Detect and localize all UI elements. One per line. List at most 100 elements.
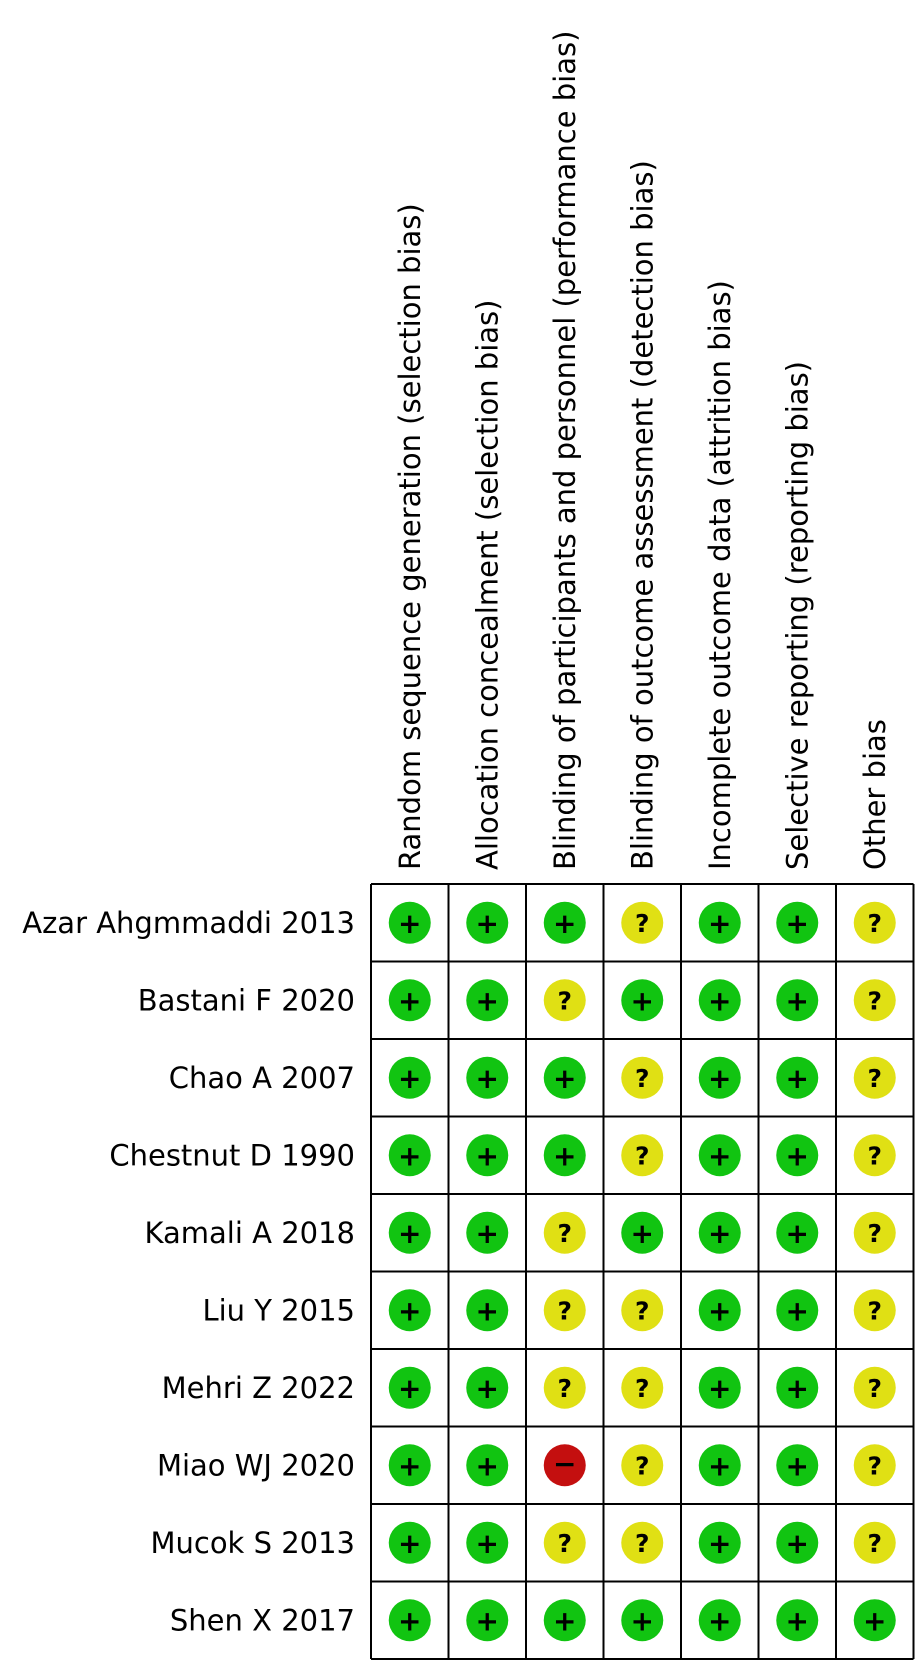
low-risk-symbol: + (553, 1062, 576, 1095)
low-risk-circle (776, 1444, 819, 1487)
unclear-risk-circle (853, 1521, 896, 1564)
unclear-risk-circle (853, 901, 896, 944)
unclear-risk-symbol: ? (635, 1529, 650, 1558)
low-risk-circle (466, 1366, 509, 1409)
unclear-risk-symbol: ? (635, 1451, 650, 1480)
low-risk-circle (466, 1211, 509, 1254)
unclear-risk-circle (853, 1366, 896, 1409)
low-risk-circle (388, 979, 431, 1022)
low-risk-symbol: + (786, 1294, 809, 1327)
low-risk-symbol: + (476, 907, 499, 940)
low-risk-circle (698, 1366, 741, 1409)
low-risk-symbol: + (476, 1604, 499, 1637)
unclear-risk-symbol: ? (635, 1064, 650, 1093)
column-label: Allocation concealment (selection bias) (470, 300, 504, 870)
low-risk-circle (543, 1056, 586, 1099)
low-risk-circle (388, 1211, 431, 1254)
low-risk-symbol: + (708, 1062, 731, 1095)
unclear-risk-symbol: ? (635, 1374, 650, 1403)
unclear-risk-symbol: ? (557, 1296, 572, 1325)
low-risk-symbol: + (708, 1527, 731, 1560)
low-risk-symbol: + (708, 1604, 731, 1637)
low-risk-symbol: + (398, 1604, 421, 1637)
unclear-risk-circle (543, 979, 586, 1022)
rating-grid (370, 883, 915, 1660)
low-risk-circle (698, 1211, 741, 1254)
study-label: Liu Y 2015 (202, 1293, 355, 1327)
low-risk-circle (466, 901, 509, 944)
row-labels: Azar Ahgmmaddi 2013 Bastani F 2020 Chao A … (22, 906, 355, 1638)
low-risk-circle (698, 1521, 741, 1564)
column-label: Blinding of participants and personnel (… (548, 31, 582, 870)
low-risk-circle (466, 1521, 509, 1564)
low-risk-circle (388, 1521, 431, 1564)
unclear-risk-symbol: ? (557, 1374, 572, 1403)
unclear-risk-circle (853, 1056, 896, 1099)
low-risk-circle (388, 1444, 431, 1487)
unclear-risk-circle (621, 1056, 664, 1099)
low-risk-circle (776, 1134, 819, 1177)
low-risk-symbol: + (863, 1604, 886, 1637)
unclear-risk-circle (543, 1211, 586, 1254)
column-labels: Random sequence generation (selection bi… (393, 31, 892, 870)
unclear-risk-symbol: ? (867, 986, 882, 1015)
study-label: Kamali A 2018 (145, 1216, 356, 1250)
unclear-risk-symbol: ? (867, 1296, 882, 1325)
study-label: Shen X 2017 (170, 1603, 355, 1637)
unclear-risk-circle (621, 1366, 664, 1409)
low-risk-circle (698, 901, 741, 944)
low-risk-circle (776, 979, 819, 1022)
unclear-risk-circle (621, 901, 664, 944)
low-risk-circle (698, 1056, 741, 1099)
low-risk-circle (698, 1134, 741, 1177)
low-risk-symbol: + (786, 1372, 809, 1405)
unclear-risk-symbol: ? (635, 1296, 650, 1325)
low-risk-circle (698, 1599, 741, 1642)
low-risk-circle (466, 1599, 509, 1642)
unclear-risk-circle (621, 1444, 664, 1487)
low-risk-symbol: + (708, 1449, 731, 1482)
low-risk-symbol: + (786, 907, 809, 940)
low-risk-symbol: + (476, 1062, 499, 1095)
unclear-risk-circle (853, 979, 896, 1022)
low-risk-circle (853, 1599, 896, 1642)
low-risk-circle (776, 1366, 819, 1409)
low-risk-symbol: + (398, 907, 421, 940)
low-risk-circle (621, 1211, 664, 1254)
study-label: Mehri Z 2022 (162, 1371, 355, 1405)
low-risk-symbol: + (476, 1527, 499, 1560)
unclear-risk-symbol: ? (867, 909, 882, 938)
low-risk-symbol: + (476, 1139, 499, 1172)
low-risk-symbol: + (786, 1217, 809, 1250)
unclear-risk-circle (621, 1134, 664, 1177)
low-risk-circle (543, 901, 586, 944)
unclear-risk-symbol: ? (557, 1529, 572, 1558)
study-label: Chao A 2007 (169, 1061, 355, 1095)
low-risk-symbol: + (786, 1527, 809, 1560)
low-risk-symbol: + (553, 907, 576, 940)
low-risk-circle (698, 1444, 741, 1487)
low-risk-symbol: + (398, 1527, 421, 1560)
low-risk-symbol: + (553, 1604, 576, 1637)
column-label: Selective reporting (reporting bias) (780, 361, 814, 870)
low-risk-circle (466, 979, 509, 1022)
low-risk-symbol: + (398, 1217, 421, 1250)
low-risk-circle (621, 979, 664, 1022)
column-label: Incomplete outcome data (attrition bias) (703, 280, 737, 870)
unclear-risk-circle (543, 1366, 586, 1409)
low-risk-symbol: + (708, 1294, 731, 1327)
low-risk-symbol: + (786, 1139, 809, 1172)
low-risk-circle (543, 1134, 586, 1177)
low-risk-symbol: + (786, 984, 809, 1017)
low-risk-symbol: + (398, 1372, 421, 1405)
rating-marks: + + +? + + ? + +? + + + ? + + +? + + ? + + +? + + ? + +? + + + ? + +?? +… (388, 901, 896, 1642)
study-label: Miao WJ 2020 (157, 1448, 355, 1482)
unclear-risk-circle (853, 1134, 896, 1177)
unclear-risk-circle (621, 1521, 664, 1564)
low-risk-circle (543, 1599, 586, 1642)
low-risk-circle (388, 1289, 431, 1332)
unclear-risk-symbol: ? (867, 1219, 882, 1248)
high-risk-circle (543, 1444, 586, 1487)
unclear-risk-symbol: ? (635, 1141, 650, 1170)
